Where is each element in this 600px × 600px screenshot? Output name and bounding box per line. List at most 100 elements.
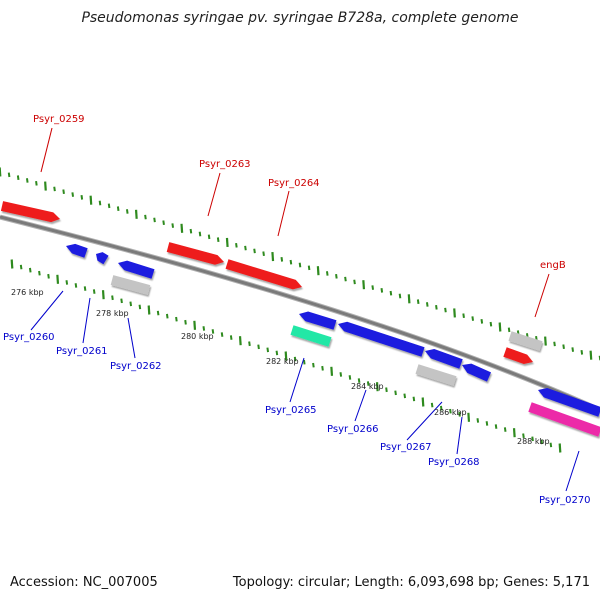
psyr-0260-label: Psyr_0260 xyxy=(3,332,55,343)
psyr-0270-leader-line xyxy=(565,450,580,492)
inner-tick xyxy=(321,365,324,371)
inner-tick xyxy=(449,408,452,414)
outer-tick xyxy=(298,262,302,268)
engb-gene-arrow xyxy=(503,347,533,365)
outer-tick xyxy=(344,276,347,282)
inner-tick xyxy=(421,397,425,407)
inner-tick xyxy=(540,439,544,445)
outer-tick xyxy=(280,257,284,262)
outer-tick xyxy=(498,322,502,332)
label-leaders xyxy=(30,127,580,492)
inner-tick xyxy=(412,396,416,402)
inner-tick xyxy=(220,332,224,337)
inner-tick xyxy=(248,341,251,347)
accession-text: Accession: NC_007005 xyxy=(10,575,158,590)
unlabeled-gene-arrow xyxy=(110,275,151,295)
outer-tick xyxy=(489,321,493,327)
outer-tick xyxy=(507,327,511,333)
outer-tick xyxy=(325,271,329,276)
outer-tick xyxy=(471,316,475,321)
outer-tick xyxy=(35,180,38,186)
outer-tick xyxy=(335,273,338,279)
inner-tick xyxy=(394,390,397,396)
outer-tick xyxy=(244,245,247,251)
inner-tick xyxy=(503,427,507,432)
scale-label-288-kbp: 288 kbp xyxy=(517,437,550,446)
inner-tick xyxy=(266,347,270,353)
inner-tick xyxy=(28,267,32,273)
inner-tick xyxy=(375,382,379,392)
psyr-0266-label: Psyr_0266 xyxy=(327,424,379,435)
scale-label-286-kbp: 286 kbp xyxy=(434,408,467,417)
inner-tick xyxy=(403,393,407,399)
psyr-0262-leader-line xyxy=(127,317,136,359)
outer-tick xyxy=(416,299,420,304)
outer-tick xyxy=(25,178,29,183)
outer-tick-track xyxy=(0,167,600,361)
psyr-0267-leader-line xyxy=(406,401,443,441)
outer-tick xyxy=(71,192,75,197)
psyr-0261-leader-line xyxy=(82,297,91,344)
psyr-0267-gene-arrow xyxy=(425,349,463,369)
psyr-0268-gene-arrow xyxy=(462,363,492,382)
inner-tick xyxy=(175,316,178,322)
inner-tick xyxy=(339,372,343,377)
outer-tick xyxy=(580,350,584,355)
inner-tick xyxy=(385,387,388,393)
inner-tick xyxy=(56,274,60,284)
psyr-0264-gene-arrow xyxy=(225,259,302,290)
outer-tick xyxy=(398,293,402,299)
outer-tick xyxy=(316,266,320,276)
scale-label-284-kbp: 284 kbp xyxy=(351,382,384,391)
psyr-0268-label: Psyr_0268 xyxy=(428,457,480,468)
outer-tick xyxy=(44,181,47,191)
genome-summary-text: Topology: circular; Length: 6,093,698 bp… xyxy=(232,575,590,590)
inner-tick xyxy=(348,375,352,380)
outer-tick xyxy=(435,304,438,310)
outer-tick xyxy=(62,189,65,195)
inner-tick xyxy=(92,289,96,294)
outer-tick xyxy=(562,344,565,350)
outer-tick xyxy=(271,251,275,262)
outer-tick xyxy=(107,203,111,209)
outer-tick xyxy=(453,308,456,318)
outer-tick xyxy=(16,175,20,180)
outer-tick xyxy=(207,234,211,240)
engb-label: engB xyxy=(540,260,566,271)
inner-tick xyxy=(238,336,242,346)
outer-tick xyxy=(89,195,93,205)
inner-tick xyxy=(83,286,87,291)
inner-tick xyxy=(293,356,297,362)
psyr-0262-label: Psyr_0262 xyxy=(110,361,162,372)
outer-tick xyxy=(571,347,575,352)
scale-label-278-kbp: 278 kbp xyxy=(96,309,129,318)
inner-tick xyxy=(74,283,78,288)
psyr-0263-leader-line xyxy=(207,172,221,217)
inner-tick xyxy=(366,381,370,386)
psyr-0267-label: Psyr_0267 xyxy=(380,442,432,453)
gene-features xyxy=(0,201,600,437)
inner-tick xyxy=(522,433,525,439)
inner-tick xyxy=(257,344,260,350)
outer-tick xyxy=(407,294,411,304)
outer-tick xyxy=(144,214,147,220)
inner-tick xyxy=(312,362,315,368)
outer-tick xyxy=(162,220,165,226)
psyr-0268-leader-line xyxy=(456,416,463,455)
genome-backbone-core xyxy=(0,215,600,412)
inner-tick xyxy=(430,402,434,408)
psyr-0270-label: Psyr_0270 xyxy=(539,495,591,506)
psyr-0262-gene-arrow xyxy=(118,260,155,279)
psyr-0265-label: Psyr_0265 xyxy=(265,405,317,416)
outer-tick xyxy=(125,209,129,214)
psyr-0261-gene-arrow xyxy=(96,252,109,265)
outer-tick xyxy=(180,223,184,233)
outer-tick xyxy=(362,280,366,290)
outer-tick xyxy=(425,302,429,307)
outer-tick xyxy=(380,288,384,293)
outer-tick xyxy=(480,319,484,324)
psyr-0264-leader-line xyxy=(277,190,290,237)
outer-tick xyxy=(389,290,393,296)
outer-tick xyxy=(253,248,256,254)
